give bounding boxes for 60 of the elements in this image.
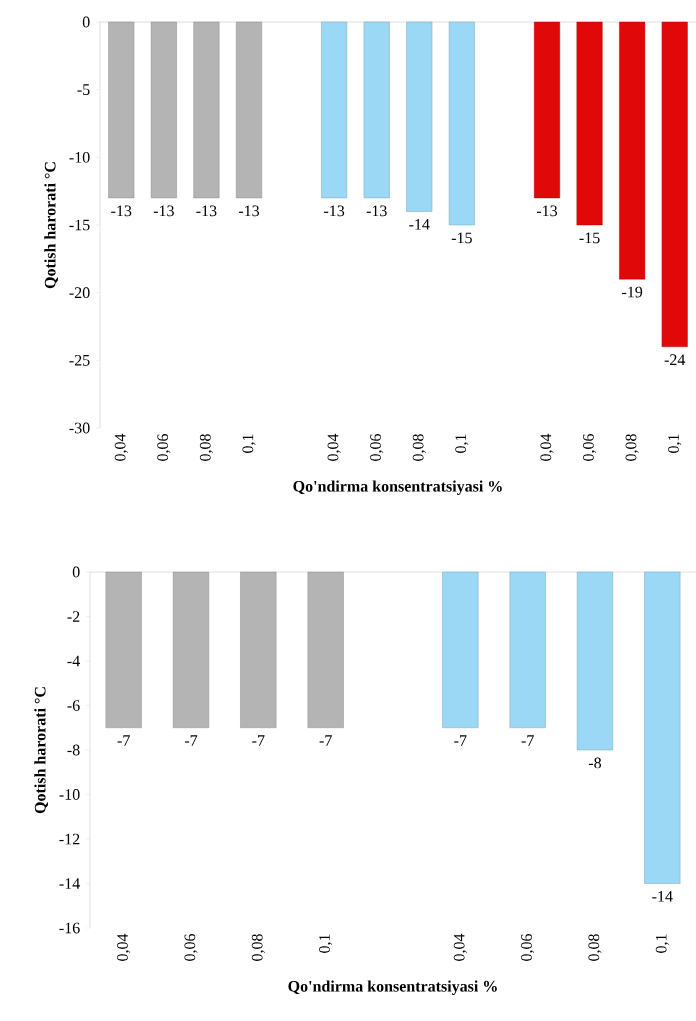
data-label: -13 [366, 205, 387, 217]
x-axis-title: Qo'ndirma konsentratsiyasi % [288, 980, 497, 995]
x-tick-label: 0,06 [370, 434, 384, 461]
data-label: -14 [409, 219, 430, 230]
y-tick-label: -2 [67, 611, 80, 622]
data-label: -8 [588, 757, 602, 769]
x-tick-label: 0,08 [251, 934, 265, 961]
data-label: -24 [664, 354, 686, 365]
y-tick-label: -8 [67, 744, 80, 756]
y-axis-title: Qotish harorati °C [44, 162, 58, 289]
data-label: -7 [117, 735, 130, 746]
data-label: -13 [111, 205, 132, 217]
x-tick-label: 0,1 [655, 934, 669, 953]
y-tick-label: -30 [69, 422, 90, 434]
data-label: -7 [184, 735, 198, 746]
data-label: -13 [153, 205, 174, 217]
data-label: -7 [252, 735, 265, 746]
y-tick-label: -20 [69, 287, 90, 299]
x-tick-label: 0,06 [157, 434, 171, 461]
y-tick-label: -25 [69, 354, 90, 366]
x-tick-label: 0,08 [588, 934, 602, 961]
x-tick-label: 0,06 [583, 434, 597, 461]
y-tick-label: -15 [69, 219, 90, 231]
x-tick-label: 0,1 [242, 434, 256, 453]
x-tick-label: 0,08 [625, 434, 639, 461]
y-tick-label: -14 [59, 878, 80, 889]
data-label: -15 [579, 232, 600, 244]
data-label: -7 [454, 735, 467, 746]
data-label: -7 [521, 735, 534, 746]
y-tick-label: -5 [77, 84, 90, 95]
x-tick-label: 0,08 [199, 434, 213, 461]
x-tick-label: 0,1 [668, 434, 682, 453]
x-tick-label: 0,1 [319, 934, 333, 953]
y-axis-title: Qotish harorati °C [34, 687, 48, 814]
data-label: -13 [536, 205, 558, 217]
x-tick-label: 0,06 [184, 934, 198, 961]
data-label: -13 [238, 205, 260, 217]
data-label: -7 [319, 735, 332, 746]
y-tick-label: -4 [67, 655, 80, 667]
x-tick-label: 0,1 [455, 434, 469, 453]
data-label: -13 [324, 205, 345, 217]
x-axis-title: Qo'ndirma konsentratsiyasi % [293, 480, 502, 495]
y-tick-label: -10 [59, 789, 80, 800]
data-label: -19 [622, 286, 643, 298]
x-tick-label: 0,04 [114, 433, 128, 461]
x-tick-label: 0,04 [540, 433, 554, 461]
data-label: -13 [196, 205, 217, 217]
y-tick-label: -6 [67, 700, 80, 711]
x-tick-label: 0,06 [521, 934, 535, 961]
data-label: -14 [652, 891, 673, 902]
y-tick-label: -16 [59, 922, 80, 934]
y-tick-label: 0 [82, 16, 90, 28]
y-tick-label: -10 [69, 151, 90, 163]
y-tick-label: -12 [59, 833, 80, 845]
x-tick-label: 0,08 [412, 434, 426, 461]
x-tick-label: 0,04 [453, 933, 467, 961]
data-label: -15 [451, 232, 472, 244]
x-tick-label: 0,04 [117, 933, 131, 961]
y-tick-label: 0 [72, 566, 80, 578]
x-tick-label: 0,04 [327, 433, 341, 461]
